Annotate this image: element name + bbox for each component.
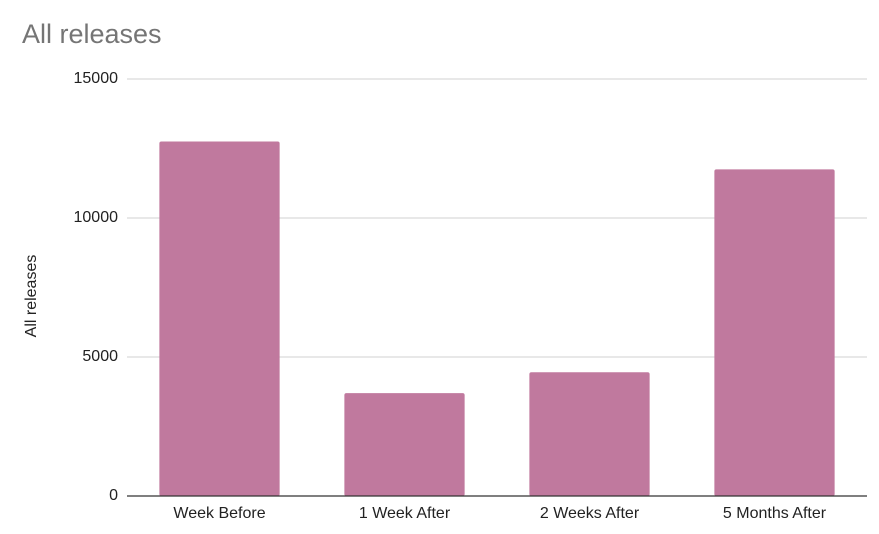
bar xyxy=(529,372,650,496)
y-tick-label: 10000 xyxy=(74,209,119,226)
bar xyxy=(344,393,465,496)
x-tick-label: Week Before xyxy=(173,505,265,522)
y-tick-label: 0 xyxy=(109,487,118,504)
y-tick-label: 15000 xyxy=(74,70,119,87)
chart-title: All releases xyxy=(22,19,162,49)
bar xyxy=(159,141,280,497)
x-tick-label: 2 Weeks After xyxy=(540,505,640,522)
y-axis-label: All releases xyxy=(23,255,40,338)
x-tick-label: 1 Week After xyxy=(359,505,451,522)
bar xyxy=(714,169,835,496)
x-tick-label: 5 Months After xyxy=(723,505,827,522)
y-tick-label: 5000 xyxy=(82,348,118,365)
